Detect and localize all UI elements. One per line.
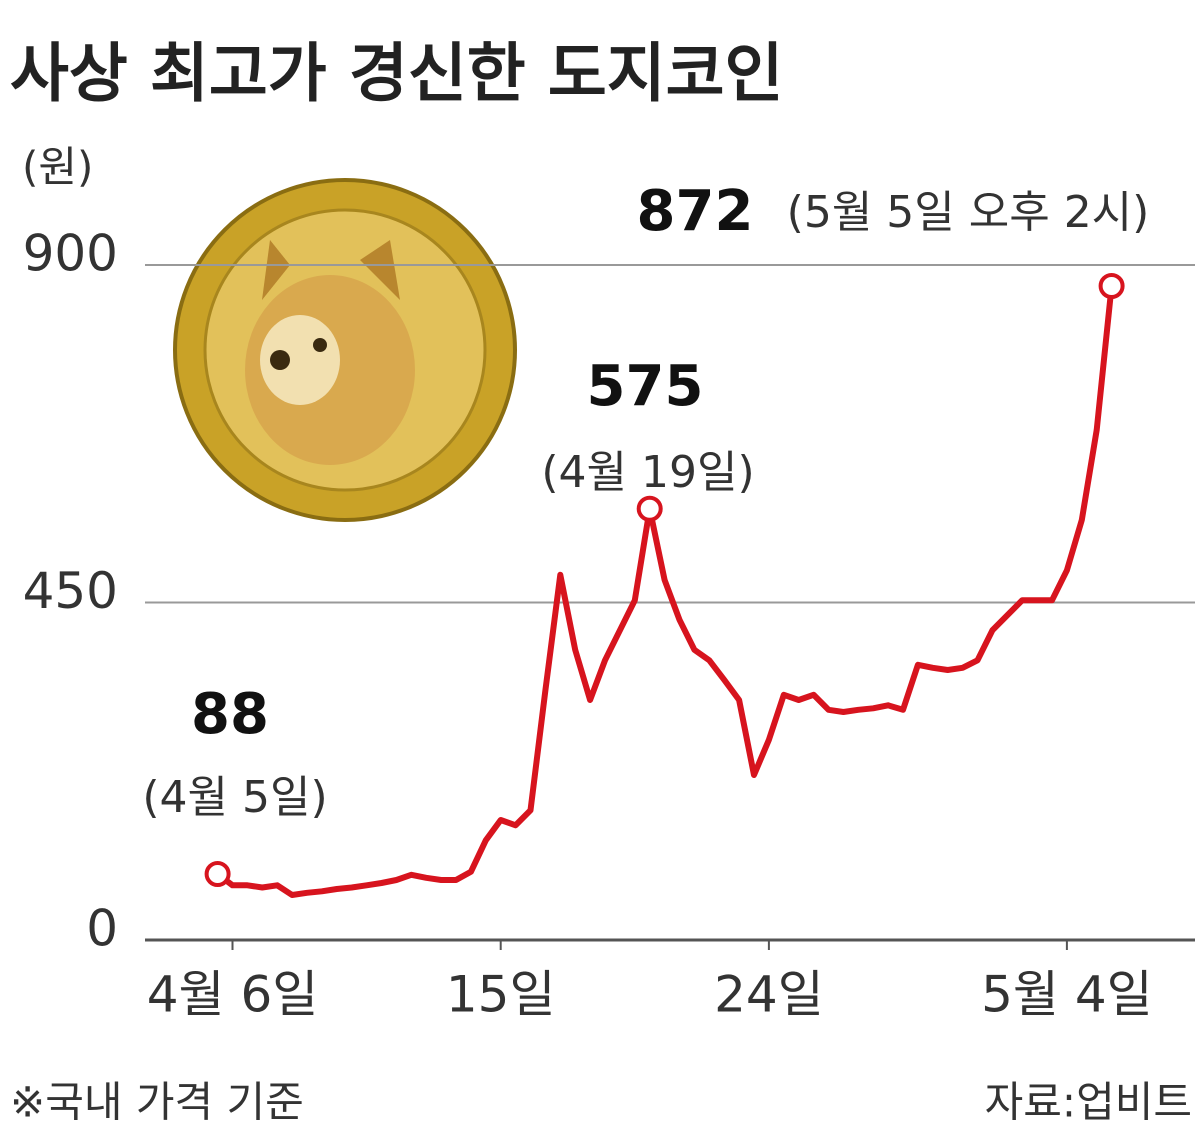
doge-coin-illustration (173, 178, 517, 522)
y-unit: (원) (22, 143, 93, 192)
x-tick-label: 15일 (446, 966, 556, 1024)
highlight-point (1098, 273, 1125, 299)
point-note: (5월 5일 오후 2시) (787, 187, 1150, 238)
source: 자료:업비트 (985, 1078, 1192, 1127)
x-tick-label: 4월 6일 (147, 966, 319, 1024)
point-note: (4월 19일) (541, 447, 754, 498)
y-tick-label: 450 (23, 562, 118, 620)
point-note: (4월 5일) (142, 772, 327, 823)
price-line (215, 285, 1115, 898)
highlight-point (204, 861, 231, 887)
y-tick-label: 900 (23, 225, 118, 283)
x-tick-label: 5월 4일 (981, 966, 1153, 1024)
x-tick-label: 24일 (714, 966, 824, 1024)
data-label: 575 (587, 354, 704, 419)
footnote: ※국내 가격 기준 (10, 1078, 304, 1127)
data-label: 88 (191, 682, 269, 747)
y-tick-label: 0 (86, 900, 118, 958)
chart-title: 사상 최고가 경신한 도지코인 (10, 38, 783, 112)
data-label: 872 (637, 179, 754, 244)
highlight-point (636, 495, 663, 522)
